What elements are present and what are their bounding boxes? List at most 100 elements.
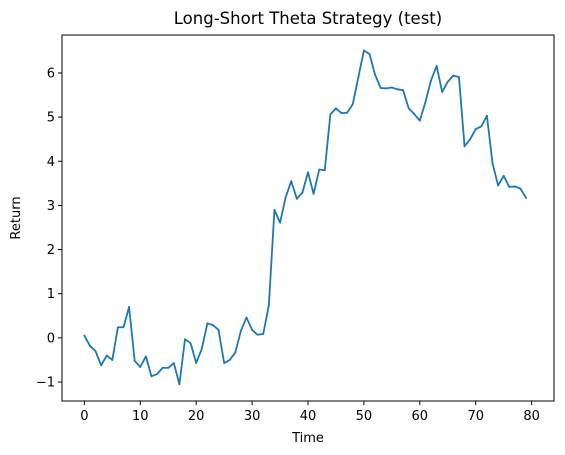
data-point	[307, 171, 309, 173]
data-point	[190, 342, 192, 344]
data-point	[134, 360, 136, 362]
data-point	[139, 366, 141, 368]
y-tick-label: 3	[47, 199, 55, 214]
x-tick-label: 40	[300, 409, 317, 424]
x-tick-label: 20	[188, 409, 205, 424]
data-point	[436, 65, 438, 67]
data-point	[279, 222, 281, 224]
data-point	[184, 338, 186, 340]
y-tick-label: 5	[47, 111, 55, 126]
x-tick-label: 60	[412, 409, 429, 424]
data-point	[145, 356, 147, 358]
data-point	[318, 169, 320, 171]
data-point	[179, 383, 181, 385]
y-tick-label: 1	[47, 287, 55, 302]
data-point	[111, 359, 113, 361]
y-tick-label: 2	[47, 243, 55, 258]
data-point	[402, 89, 404, 91]
data-point	[329, 114, 331, 116]
data-point	[341, 112, 343, 114]
data-point	[201, 348, 203, 350]
x-tick-label: 30	[244, 409, 261, 424]
data-point	[464, 145, 466, 147]
data-point	[313, 193, 315, 195]
data-point	[296, 198, 298, 200]
x-tick-label: 0	[80, 409, 88, 424]
data-point	[212, 324, 214, 326]
data-point	[246, 317, 248, 319]
data-point	[497, 185, 499, 187]
data-point	[385, 88, 387, 90]
data-point	[525, 197, 527, 199]
data-point	[408, 107, 410, 109]
data-point	[240, 330, 242, 332]
data-point	[419, 120, 421, 122]
data-point	[162, 367, 164, 369]
data-point	[324, 169, 326, 171]
chart-title: Long-Short Theta Strategy (test)	[174, 9, 442, 28]
data-point	[195, 362, 197, 364]
data-point	[95, 350, 97, 352]
data-point	[83, 335, 85, 337]
data-point	[458, 76, 460, 78]
data-point	[413, 113, 415, 115]
data-point	[469, 138, 471, 140]
data-point	[234, 352, 236, 354]
data-point	[452, 75, 454, 77]
data-point	[486, 115, 488, 117]
data-point	[206, 322, 208, 324]
data-point	[262, 333, 264, 335]
data-point	[268, 304, 270, 306]
x-tick-label: 70	[467, 409, 484, 424]
data-point	[229, 359, 231, 361]
data-point	[441, 91, 443, 93]
x-tick-label: 50	[356, 409, 373, 424]
data-point	[391, 87, 393, 89]
data-point	[128, 306, 130, 308]
data-point	[447, 81, 449, 83]
data-point	[520, 188, 522, 190]
data-point	[290, 180, 292, 182]
data-point	[374, 74, 376, 76]
data-point	[397, 88, 399, 90]
data-point	[257, 334, 259, 336]
y-tick-label: 6	[47, 66, 55, 81]
data-point	[274, 209, 276, 211]
x-axis-label: Time	[291, 431, 324, 446]
data-point	[251, 329, 253, 331]
data-point	[223, 362, 225, 364]
data-point	[89, 345, 91, 347]
data-point	[167, 367, 169, 369]
data-point	[302, 192, 304, 194]
y-tick-label: 4	[47, 155, 55, 170]
data-point	[218, 329, 220, 331]
data-point	[503, 175, 505, 177]
data-point	[492, 162, 494, 164]
data-point	[117, 326, 119, 328]
data-point	[106, 355, 108, 357]
data-point	[151, 375, 153, 377]
data-point	[514, 186, 516, 188]
data-point	[369, 53, 371, 55]
data-point	[156, 373, 158, 375]
data-point	[285, 197, 287, 199]
x-tick-label: 10	[132, 409, 149, 424]
y-tick-label: 0	[47, 331, 55, 346]
data-point	[380, 87, 382, 89]
y-axis-label: Return	[9, 196, 24, 239]
data-point	[430, 80, 432, 82]
data-point	[480, 125, 482, 127]
data-point	[475, 128, 477, 130]
data-point	[352, 103, 354, 105]
data-point	[363, 50, 365, 52]
data-point	[335, 107, 337, 109]
data-point	[346, 112, 348, 114]
data-point	[357, 76, 359, 78]
x-tick-label: 80	[523, 409, 540, 424]
data-point	[508, 186, 510, 188]
data-point	[425, 101, 427, 103]
data-point	[123, 326, 125, 328]
y-tick-label: −1	[36, 376, 55, 391]
